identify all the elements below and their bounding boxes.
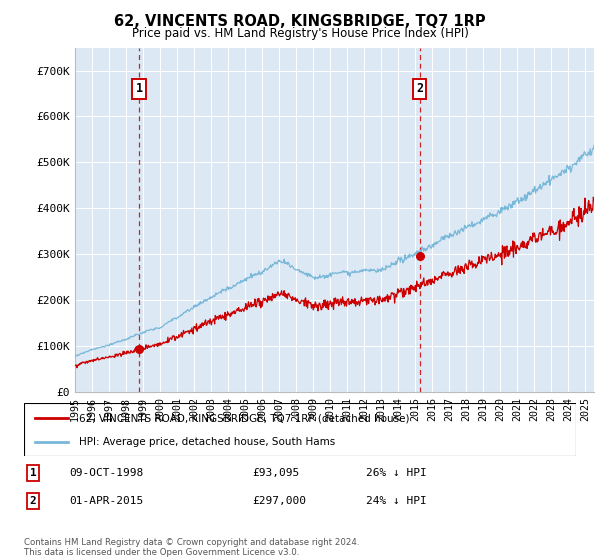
Text: £93,095: £93,095 [252, 468, 299, 478]
Text: 24% ↓ HPI: 24% ↓ HPI [366, 496, 427, 506]
Text: 01-APR-2015: 01-APR-2015 [69, 496, 143, 506]
Text: 62, VINCENTS ROAD, KINGSBRIDGE, TQ7 1RP: 62, VINCENTS ROAD, KINGSBRIDGE, TQ7 1RP [114, 14, 486, 29]
Text: 1: 1 [136, 82, 143, 95]
Text: 2: 2 [416, 82, 423, 95]
Text: HPI: Average price, detached house, South Hams: HPI: Average price, detached house, Sout… [79, 436, 335, 446]
Text: 62, VINCENTS ROAD, KINGSBRIDGE, TQ7 1RP (detached house): 62, VINCENTS ROAD, KINGSBRIDGE, TQ7 1RP … [79, 413, 410, 423]
Text: 09-OCT-1998: 09-OCT-1998 [69, 468, 143, 478]
Text: Contains HM Land Registry data © Crown copyright and database right 2024.
This d: Contains HM Land Registry data © Crown c… [24, 538, 359, 557]
Text: 26% ↓ HPI: 26% ↓ HPI [366, 468, 427, 478]
Text: Price paid vs. HM Land Registry's House Price Index (HPI): Price paid vs. HM Land Registry's House … [131, 27, 469, 40]
Text: £297,000: £297,000 [252, 496, 306, 506]
Text: 2: 2 [29, 496, 37, 506]
Text: 1: 1 [29, 468, 37, 478]
